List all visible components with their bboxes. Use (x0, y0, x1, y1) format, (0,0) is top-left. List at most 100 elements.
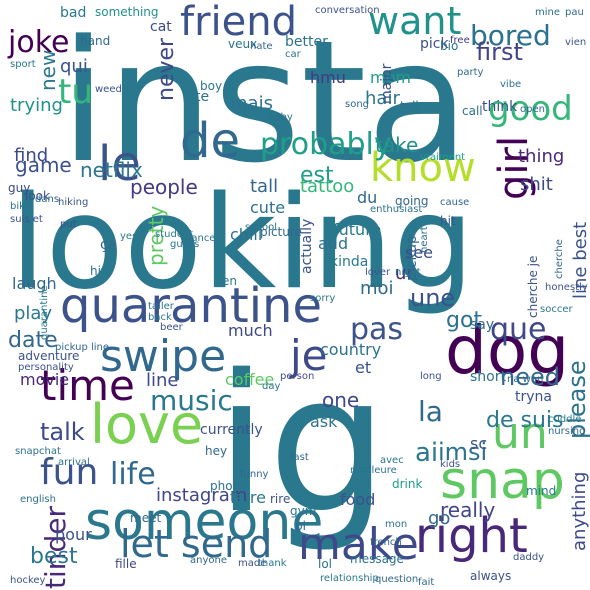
word-fait: fait (418, 577, 435, 588)
word-put: put (60, 219, 77, 230)
word-coffee: coffee (225, 370, 275, 389)
word-meet: meet (130, 511, 162, 525)
word-sport: sport (10, 59, 36, 70)
word-heart: heart (419, 225, 430, 253)
word-thank: thank (258, 558, 287, 569)
word-cherche: cherche (554, 238, 565, 279)
word-see: see (405, 243, 434, 262)
word-actually: actually (299, 218, 315, 274)
word-looking: looking (10, 169, 475, 318)
word-think: think (482, 99, 518, 115)
word-tryna: tryna (515, 389, 552, 405)
word-new: new (36, 49, 60, 91)
word-talk: talk (40, 418, 85, 446)
word-laugh: laugh (12, 274, 57, 293)
word-look: look (25, 189, 50, 203)
word-cuddle: cuddle (548, 414, 582, 425)
word-netflix: netflix (80, 158, 143, 182)
word-a: ça (100, 237, 117, 253)
word-tell: tell (400, 99, 419, 113)
word-need: need (500, 363, 560, 391)
word-cat: cat (150, 19, 172, 35)
word-day: day (262, 381, 281, 392)
word-better: better (285, 34, 328, 50)
word-qui: qui (60, 56, 88, 77)
word-take: take (375, 133, 419, 157)
word-going: going (395, 194, 429, 208)
word-hi: hi (90, 264, 101, 278)
word-say: say (470, 317, 495, 333)
word-hair: hair (365, 88, 400, 109)
word-pour: pour (55, 525, 92, 544)
word-mon: mon (385, 519, 408, 530)
word-guess: guess (170, 239, 200, 250)
word-arrival: arrival (58, 457, 90, 468)
word-pas: pas (350, 312, 404, 347)
word-got: got (446, 308, 483, 333)
word-yes: yes (120, 231, 138, 242)
word-ur: ur (395, 263, 414, 284)
word-night: night (395, 267, 421, 278)
word-du: du (357, 188, 378, 207)
word-baby: baby (268, 112, 293, 123)
word-dog: dog (445, 312, 570, 389)
word-message: message (350, 552, 404, 566)
word-joke: joke (8, 25, 70, 60)
word-line: line (146, 370, 179, 391)
word-mom: mom (370, 68, 411, 87)
word-go: go (428, 508, 451, 529)
word-life: life (110, 457, 156, 492)
word-shit: shit (520, 174, 553, 195)
word-hockey: hockey (10, 575, 46, 586)
word-student: student (155, 229, 194, 240)
word-time: time (40, 361, 135, 410)
word-long: long (420, 371, 442, 382)
word-hey: hey (205, 444, 228, 458)
word-photo: photo (210, 479, 245, 493)
word-car: car (285, 49, 301, 60)
word-beer: beer (160, 322, 183, 333)
word-nursing: nursing (548, 426, 586, 437)
word-ai: ai (415, 438, 439, 468)
word-funny: funny (240, 469, 269, 480)
word-gym: gym (290, 504, 317, 518)
word-probably: probably (260, 127, 392, 162)
word-game: game (15, 153, 72, 177)
word-short: short (470, 369, 506, 385)
word-guy: guy (8, 181, 31, 195)
word-moi: moi (360, 278, 394, 299)
word-honestly: honestly (545, 282, 588, 293)
word-insta: insta (60, 4, 470, 200)
word-rire: rire (270, 492, 291, 506)
word-fille: fille (115, 557, 137, 571)
word-vraiment: vraiment (420, 152, 466, 163)
word-de-suis: de suis (486, 408, 564, 433)
word-pau: pau (565, 7, 584, 18)
word-quarantine: quarantine (39, 285, 50, 340)
word-know: know (370, 145, 476, 191)
word-let-send: let send (120, 522, 273, 566)
word-party: party (457, 67, 484, 78)
word-boy: boy (200, 79, 223, 93)
word-snapchat: snapchat (15, 446, 61, 457)
word-trying: trying (10, 95, 63, 116)
word-find: find (14, 145, 49, 166)
word-instagram: instagram (156, 485, 248, 506)
word-friend: friend (180, 0, 297, 45)
word-picture: picture (260, 225, 302, 239)
word-weed: weed (95, 84, 122, 95)
word-je: je (290, 331, 328, 380)
word-hate: hate (250, 41, 273, 52)
word-call: call (462, 104, 483, 118)
word-dance: dance (185, 233, 216, 244)
word-first: first (476, 38, 523, 66)
word-soccer: soccer (540, 304, 573, 315)
word-une: une (410, 284, 456, 312)
word-bio: bio (440, 39, 459, 53)
word-cherche-je: cherche je (526, 255, 540, 318)
word-want: want (368, 0, 462, 43)
word-relationship: relationship (320, 573, 379, 584)
word-bad: bad (60, 5, 87, 21)
word-vibe: vibe (500, 79, 522, 90)
